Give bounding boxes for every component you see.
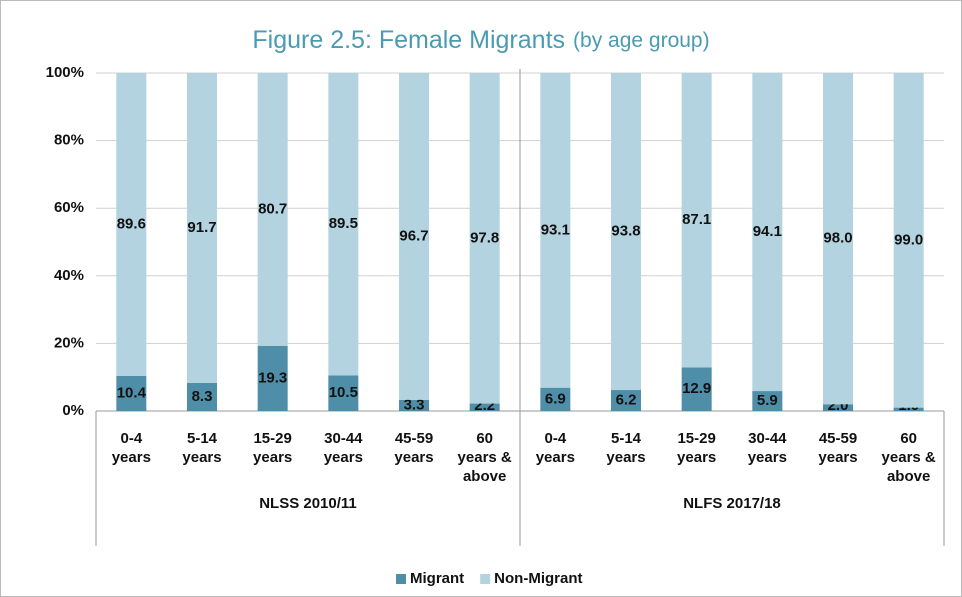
title-sub: (by age group) — [573, 29, 710, 52]
bar-segment — [681, 367, 712, 411]
y-tick-label: 100% — [46, 64, 84, 81]
y-tick-label: 60% — [54, 199, 84, 216]
title-main: Figure 2.5: Female Migrants — [252, 26, 565, 54]
x-tick-label: 0-4 years — [111, 430, 151, 466]
x-tick-label: 5-14 years — [606, 430, 646, 466]
bar-segment — [681, 73, 712, 368]
data-label: 99.0 — [894, 231, 923, 248]
bar-segment — [752, 391, 783, 411]
legend-label: Migrant — [410, 570, 464, 587]
data-label: 10.5 — [329, 384, 358, 401]
bar-segment — [893, 407, 924, 411]
data-label: 80.7 — [258, 200, 287, 217]
legend-swatch — [480, 574, 491, 584]
bar-segment — [116, 375, 147, 411]
data-label: 93.8 — [611, 222, 640, 239]
chart-title: Figure 2.5: Female Migrants (by age group… — [252, 26, 709, 54]
data-label: 3.3 — [404, 396, 425, 413]
data-label: 12.9 — [682, 380, 711, 397]
data-label: 89.6 — [117, 215, 146, 232]
bar-segment — [611, 73, 641, 391]
data-label: 94.1 — [753, 223, 782, 240]
bar-segment — [187, 73, 217, 383]
data-label: 97.8 — [470, 229, 499, 246]
data-label: 19.3 — [258, 369, 287, 386]
bar-segment — [328, 73, 359, 376]
data-label: 96.7 — [399, 227, 428, 244]
bar-segment — [187, 382, 217, 411]
x-tick-label: 0-4 years — [535, 430, 575, 466]
x-tick-label: 30-44 years — [323, 430, 363, 466]
x-tick-label: 45-59 years — [394, 430, 434, 466]
data-label: 91.7 — [187, 219, 216, 236]
data-label: 6.2 — [616, 391, 637, 408]
bar-segment — [257, 73, 288, 346]
bar-segment — [116, 73, 147, 376]
legend-label: Non-Migrant — [494, 570, 582, 587]
data-label: 93.1 — [541, 221, 570, 238]
data-label: 5.9 — [757, 392, 778, 409]
y-tick-label: 40% — [54, 267, 84, 284]
data-label: 10.4 — [117, 384, 147, 401]
x-tick-label: 30-44 years — [747, 430, 787, 466]
bar-segment — [823, 73, 853, 405]
bar-segment — [611, 390, 641, 411]
bar-segment — [399, 399, 429, 411]
y-tick-label: 0% — [62, 402, 84, 419]
data-label: 89.5 — [329, 215, 358, 232]
bar-segment — [469, 73, 500, 404]
bar-segment — [399, 73, 429, 400]
bar-segment — [893, 73, 924, 408]
legend-swatch — [396, 574, 406, 584]
bar-segment — [540, 387, 571, 411]
data-label: 98.0 — [823, 230, 852, 247]
data-label: 8.3 — [192, 388, 213, 405]
x-tick-label: 45-59 years — [818, 430, 858, 466]
x-tick-label: 15-29 years — [253, 430, 293, 466]
x-tick-label: 60 years & above — [457, 430, 512, 485]
bar-segment — [469, 403, 500, 411]
bar-segment — [540, 73, 571, 388]
x-tick-label: 5-14 years — [182, 430, 222, 466]
x-tick-label: 15-29 years — [677, 430, 717, 466]
data-label: 87.1 — [682, 211, 711, 228]
bar-segment — [752, 73, 783, 392]
bar-segment — [257, 345, 288, 411]
y-tick-label: 20% — [54, 334, 84, 351]
data-label: 6.9 — [545, 390, 566, 407]
y-tick-label: 80% — [54, 132, 84, 149]
bar-segment — [823, 404, 853, 411]
x-tick-label: 60 years & above — [881, 430, 936, 485]
group-label: NLFS 2017/18 — [683, 495, 781, 512]
bar-segment — [328, 375, 359, 411]
group-label: NLSS 2010/11 — [259, 495, 357, 512]
